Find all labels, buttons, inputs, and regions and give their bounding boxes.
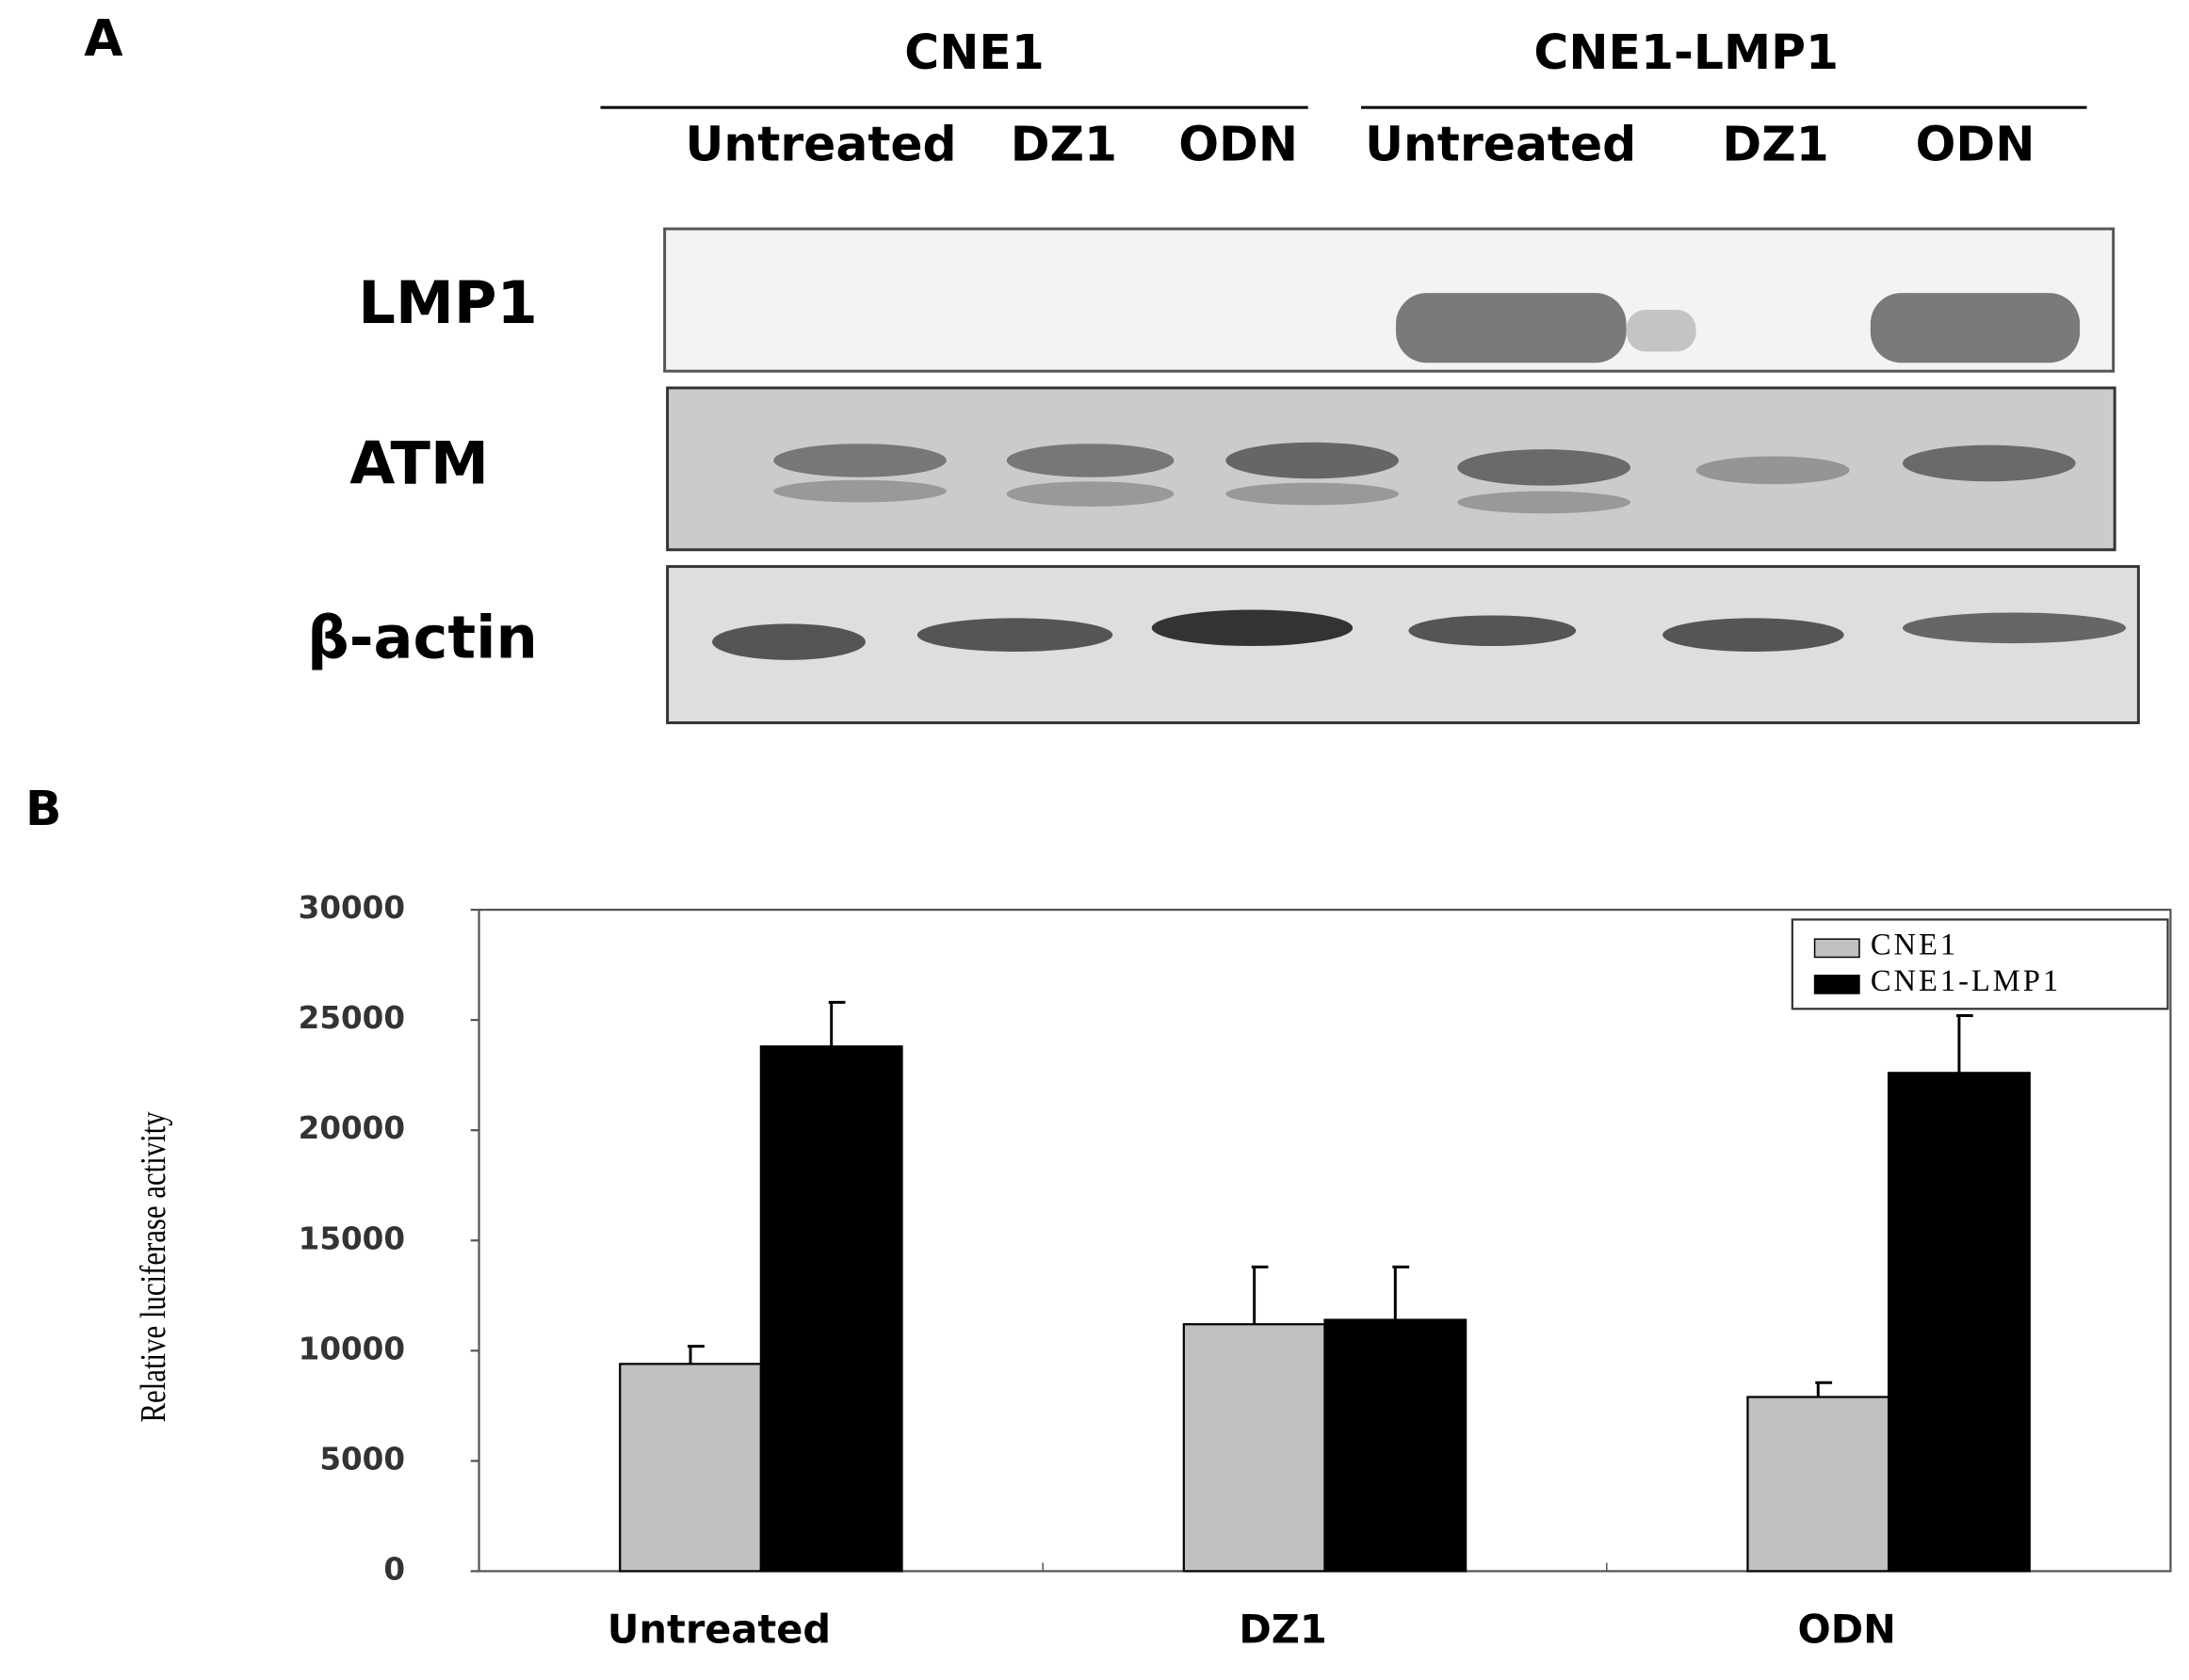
legend-swatch bbox=[1813, 938, 1860, 959]
y-tick-label: 20000 bbox=[299, 1110, 405, 1146]
blot-label: ATM bbox=[349, 428, 489, 497]
legend-label: CNE1 bbox=[1871, 929, 1958, 962]
bar bbox=[1887, 1072, 2031, 1573]
bar bbox=[1182, 1323, 1326, 1573]
group-label: CNE1-LMP1 bbox=[1533, 24, 1839, 80]
bar bbox=[619, 1363, 762, 1573]
lane-label: ODN bbox=[1916, 117, 2035, 172]
y-tick-label: 0 bbox=[383, 1551, 405, 1587]
lane-label: Untreated bbox=[686, 117, 957, 172]
group-label: CNE1 bbox=[904, 24, 1045, 80]
y-tick-label: 25000 bbox=[299, 1000, 405, 1036]
legend-swatch bbox=[1813, 974, 1860, 994]
lane-label: DZ1 bbox=[1722, 117, 1828, 172]
bar bbox=[1746, 1396, 1890, 1573]
x-tick-label: Untreated bbox=[608, 1607, 831, 1653]
panel-label: B bbox=[25, 781, 61, 836]
error-bar bbox=[1392, 1265, 1410, 1320]
blot-label: β-actin bbox=[307, 604, 538, 672]
blot-lmp1 bbox=[663, 227, 2116, 373]
error-bar bbox=[1815, 1381, 1833, 1397]
error-bar bbox=[1251, 1265, 1269, 1325]
error-bar bbox=[688, 1345, 705, 1365]
lane-label: ODN bbox=[1178, 117, 1298, 172]
error-bar bbox=[1955, 1013, 1973, 1074]
x-tick-label: ODN bbox=[1797, 1607, 1895, 1653]
y-tick-label: 30000 bbox=[299, 890, 405, 926]
blot-atm bbox=[666, 386, 2116, 552]
bar bbox=[1323, 1318, 1467, 1573]
panel-label: A bbox=[84, 8, 123, 68]
y-tick-label: 10000 bbox=[299, 1331, 405, 1366]
x-tick-label: DZ1 bbox=[1239, 1607, 1326, 1653]
lane-label: DZ1 bbox=[1011, 117, 1117, 172]
error-bar bbox=[828, 1000, 846, 1047]
legend-label: CNE1-LMP1 bbox=[1871, 964, 2061, 998]
bar bbox=[759, 1045, 903, 1573]
y-tick-label: 15000 bbox=[299, 1220, 405, 1256]
y-tick-label: 5000 bbox=[319, 1441, 405, 1477]
blot-label: LMP1 bbox=[358, 268, 537, 337]
lane-label: Untreated bbox=[1365, 117, 1636, 172]
y-axis-label: Relative luciferase activity bbox=[133, 1111, 173, 1423]
blot-actin bbox=[666, 565, 2140, 725]
